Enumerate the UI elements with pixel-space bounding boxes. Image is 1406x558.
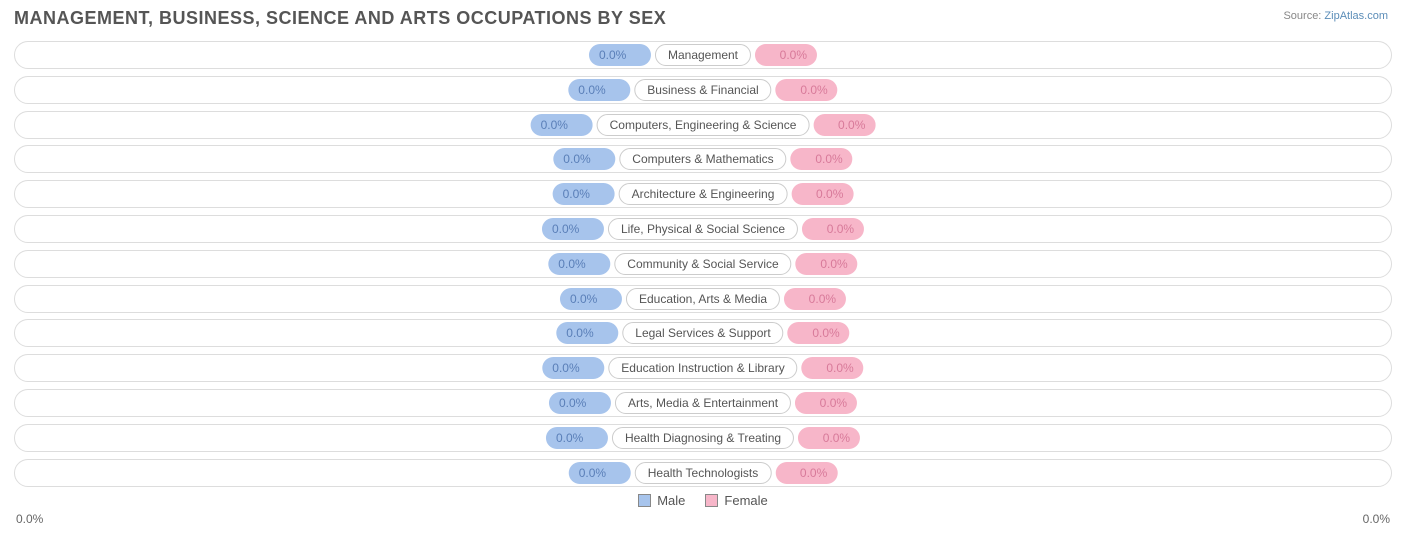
male-bar: 0.0%	[553, 148, 615, 170]
row-label: Life, Physical & Social Science	[608, 218, 798, 240]
male-bar: 0.0%	[531, 114, 593, 136]
row-label: Architecture & Engineering	[619, 183, 788, 205]
row-track: 0.0%Arts, Media & Entertainment0.0%	[14, 389, 1392, 417]
female-bar: 0.0%	[813, 114, 875, 136]
row-label: Computers & Mathematics	[619, 148, 786, 170]
male-bar: 0.0%	[542, 218, 604, 240]
row-track: 0.0%Health Technologists0.0%	[14, 459, 1392, 487]
row-center-group: 0.0%Education, Arts & Media0.0%	[560, 288, 846, 310]
male-bar: 0.0%	[560, 288, 622, 310]
female-bar: 0.0%	[788, 322, 850, 344]
male-bar: 0.0%	[549, 392, 611, 414]
chart-container: MANAGEMENT, BUSINESS, SCIENCE AND ARTS O…	[0, 0, 1406, 558]
male-bar: 0.0%	[556, 322, 618, 344]
row-center-group: 0.0%Education Instruction & Library0.0%	[542, 357, 863, 379]
female-bar: 0.0%	[802, 218, 864, 240]
female-bar: 0.0%	[776, 79, 838, 101]
row-track: 0.0%Life, Physical & Social Science0.0%	[14, 215, 1392, 243]
male-bar: 0.0%	[542, 357, 604, 379]
row-label: Management	[655, 44, 751, 66]
male-bar: 0.0%	[569, 462, 631, 484]
row-label: Arts, Media & Entertainment	[615, 392, 791, 414]
row-center-group: 0.0%Computers & Mathematics0.0%	[553, 148, 852, 170]
row-label: Computers, Engineering & Science	[597, 114, 810, 136]
source-link: ZipAtlas.com	[1324, 10, 1388, 22]
chart-source: Source: ZipAtlas.com	[1283, 10, 1388, 22]
source-label: Source:	[1283, 10, 1324, 22]
male-bar: 0.0%	[589, 44, 651, 66]
axis-max-label: 0.0%	[1363, 512, 1390, 526]
row-track: 0.0%Education, Arts & Media0.0%	[14, 285, 1392, 313]
female-bar: 0.0%	[796, 253, 858, 275]
row-label: Education, Arts & Media	[626, 288, 780, 310]
row-track: 0.0%Business & Financial0.0%	[14, 76, 1392, 104]
row-track: 0.0%Education Instruction & Library0.0%	[14, 354, 1392, 382]
legend-swatch-female	[705, 494, 718, 507]
row-center-group: 0.0%Business & Financial0.0%	[568, 79, 837, 101]
legend-swatch-male	[638, 494, 651, 507]
row-center-group: 0.0%Life, Physical & Social Science0.0%	[542, 218, 864, 240]
legend-item-female: Female	[705, 493, 767, 508]
chart-legend: Male Female	[14, 493, 1392, 508]
row-label: Health Technologists	[635, 462, 772, 484]
row-track: 0.0%Computers & Mathematics0.0%	[14, 145, 1392, 173]
female-bar: 0.0%	[784, 288, 846, 310]
row-center-group: 0.0%Arts, Media & Entertainment0.0%	[549, 392, 857, 414]
row-center-group: 0.0%Computers, Engineering & Science0.0%	[531, 114, 876, 136]
chart-title: MANAGEMENT, BUSINESS, SCIENCE AND ARTS O…	[14, 8, 1392, 29]
chart-rows: 0.0%Management0.0%0.0%Business & Financi…	[14, 41, 1392, 487]
female-bar: 0.0%	[791, 183, 853, 205]
male-bar: 0.0%	[553, 183, 615, 205]
female-bar: 0.0%	[755, 44, 817, 66]
row-center-group: 0.0%Health Technologists0.0%	[569, 462, 838, 484]
row-label: Education Instruction & Library	[608, 357, 797, 379]
row-track: 0.0%Management0.0%	[14, 41, 1392, 69]
legend-label-female: Female	[724, 493, 767, 508]
row-label: Business & Financial	[634, 79, 771, 101]
legend-item-male: Male	[638, 493, 685, 508]
male-bar: 0.0%	[548, 253, 610, 275]
row-label: Community & Social Service	[614, 253, 791, 275]
female-bar: 0.0%	[795, 392, 857, 414]
row-track: 0.0%Computers, Engineering & Science0.0%	[14, 111, 1392, 139]
axis-min-label: 0.0%	[16, 512, 43, 526]
row-center-group: 0.0%Community & Social Service0.0%	[548, 253, 857, 275]
female-bar: 0.0%	[775, 462, 837, 484]
legend-label-male: Male	[657, 493, 685, 508]
female-bar: 0.0%	[791, 148, 853, 170]
row-label: Health Diagnosing & Treating	[612, 427, 794, 449]
row-track: 0.0%Legal Services & Support0.0%	[14, 319, 1392, 347]
female-bar: 0.0%	[802, 357, 864, 379]
row-track: 0.0%Architecture & Engineering0.0%	[14, 180, 1392, 208]
female-bar: 0.0%	[798, 427, 860, 449]
row-center-group: 0.0%Health Diagnosing & Treating0.0%	[546, 427, 860, 449]
male-bar: 0.0%	[546, 427, 608, 449]
male-bar: 0.0%	[568, 79, 630, 101]
row-track: 0.0%Health Diagnosing & Treating0.0%	[14, 424, 1392, 452]
row-center-group: 0.0%Legal Services & Support0.0%	[556, 322, 849, 344]
row-track: 0.0%Community & Social Service0.0%	[14, 250, 1392, 278]
row-center-group: 0.0%Architecture & Engineering0.0%	[553, 183, 854, 205]
row-center-group: 0.0%Management0.0%	[589, 44, 817, 66]
row-label: Legal Services & Support	[622, 322, 783, 344]
